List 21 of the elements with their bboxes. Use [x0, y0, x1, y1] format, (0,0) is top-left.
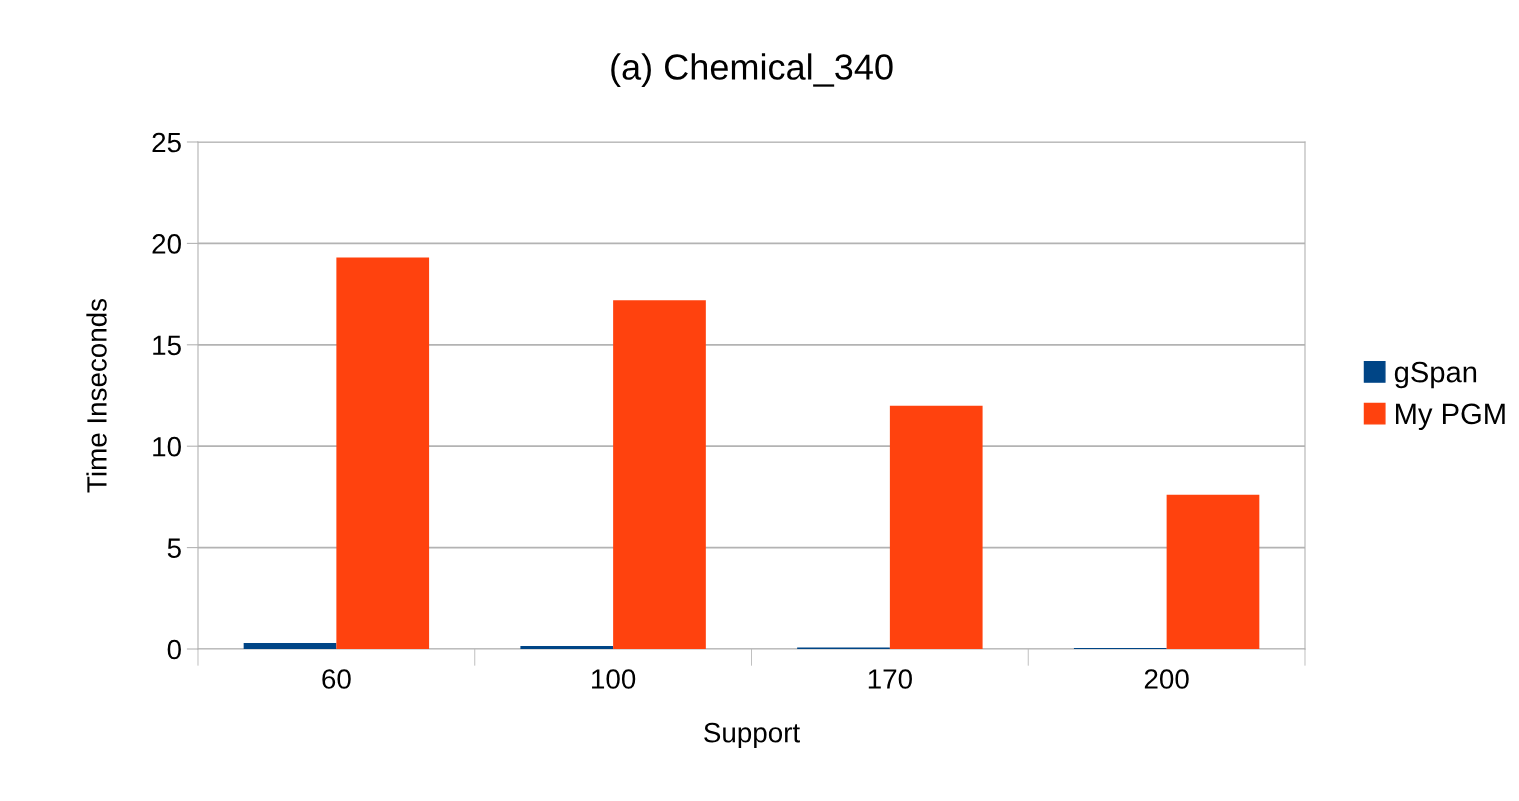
bar: [243, 642, 337, 649]
x-tick-label: 170: [868, 669, 912, 689]
y-tick-label: 0: [167, 639, 181, 660]
legend-label: My PGM: [1396, 403, 1505, 430]
y-axis-title: Time Inseconds: [86, 298, 107, 493]
y-tick-label: 5: [167, 538, 181, 558]
bar: [336, 257, 430, 649]
bar: [613, 300, 706, 649]
x-tick-label: 60: [322, 669, 351, 689]
y-tick-label: 15: [153, 335, 181, 356]
y-tick-label: 20: [152, 234, 181, 254]
bar: [889, 405, 983, 649]
legend-label: gSpan: [1394, 361, 1477, 389]
bar: [520, 645, 614, 649]
y-tick-label: 10: [153, 436, 181, 457]
x-tick-label: 100: [592, 669, 636, 689]
x-axis-title: Support: [704, 722, 800, 749]
y-tick-label: 25: [152, 132, 181, 153]
x-tick-label: 200: [1144, 669, 1189, 689]
bar: [1166, 494, 1260, 649]
chart-title: (a) Chemical_340: [611, 53, 893, 87]
